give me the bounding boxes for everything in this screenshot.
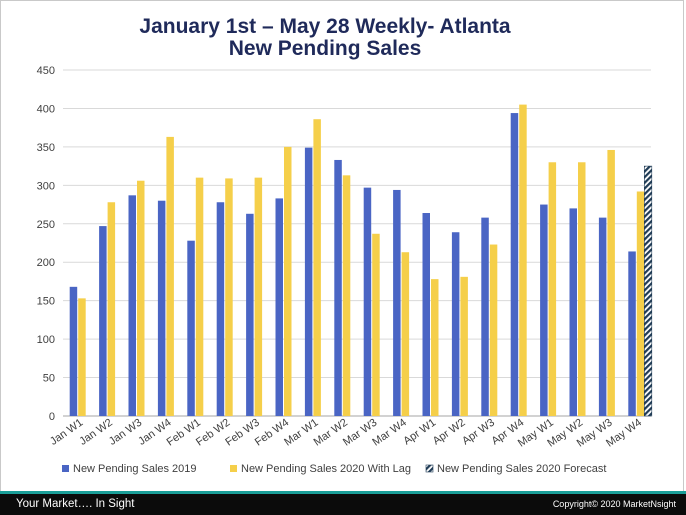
footer-copyright: Copyright© 2020 MarketNsight xyxy=(552,499,676,509)
bar-2019 xyxy=(246,213,254,416)
bar-2019 xyxy=(216,202,225,416)
chart-title-line-2: New Pending Sales xyxy=(228,37,422,60)
bar-2020-lag xyxy=(519,104,527,416)
y-tick-label: 250 xyxy=(37,219,55,231)
legend-item-2019-label: New Pending Sales 2019 xyxy=(73,463,197,475)
y-tick-label: 300 xyxy=(37,180,55,192)
chart-title: January 1st – May 28 Weekly- Atlanta New… xyxy=(0,16,650,60)
x-tick-label: Apr W2 xyxy=(431,417,468,448)
bar-2019 xyxy=(128,195,136,416)
x-tick-label: Apr W1 xyxy=(401,417,438,448)
bar-2020-lag xyxy=(342,175,351,416)
bar-2019 xyxy=(275,198,283,416)
bar-2019 xyxy=(157,200,166,416)
bar-2020-lag xyxy=(548,162,557,416)
bar-2020-forecast xyxy=(643,165,653,417)
bar-2020-lag xyxy=(607,149,615,416)
footer-tagline: Your Market…. In Sight xyxy=(16,498,135,510)
bar-2019 xyxy=(363,187,372,416)
y-tick-label: 150 xyxy=(37,296,55,308)
y-axis-tick-labels: 0 50 100 150 200 250 300 350 400 450 xyxy=(37,65,55,423)
y-tick-label: 450 xyxy=(37,65,55,77)
bar-2020-lag xyxy=(137,180,145,416)
bar-2019 xyxy=(187,240,195,416)
legend: New Pending Sales 2019 New Pending Sales … xyxy=(62,463,606,475)
bar-2020-lag xyxy=(254,177,263,416)
bar-2020-lag xyxy=(372,233,380,416)
chart-title-line-1: January 1st – May 28 Weekly- Atlanta xyxy=(139,15,511,38)
bar-2020-lag xyxy=(460,276,468,416)
legend-item-2020-lag-swatch xyxy=(230,465,237,472)
bar-2020-lag xyxy=(195,177,204,416)
bar-2019 xyxy=(422,213,430,416)
bar-2019 xyxy=(510,113,519,417)
x-tick-label: Apr W3 xyxy=(460,417,497,448)
bar-2020-lag xyxy=(225,178,233,416)
legend-item-2019-swatch xyxy=(62,465,69,472)
bar-2019 xyxy=(481,217,489,416)
bar-2020-lag xyxy=(636,191,645,416)
y-tick-label: 0 xyxy=(49,411,55,423)
bars xyxy=(69,104,653,417)
bar-2019 xyxy=(628,251,636,416)
bar-2019 xyxy=(393,189,401,416)
bar-2020-lag xyxy=(78,298,86,416)
y-tick-label: 350 xyxy=(37,142,55,154)
y-tick-label: 400 xyxy=(37,103,55,115)
bar-2019 xyxy=(69,286,78,416)
legend-item-2020-lag-label: New Pending Sales 2020 With Lag xyxy=(241,463,411,475)
bar-2019 xyxy=(598,217,607,416)
bar-2020-lag xyxy=(401,252,410,416)
bar-2019 xyxy=(304,147,313,416)
y-tick-label: 50 xyxy=(43,373,55,385)
bar-2020-lag xyxy=(166,136,174,417)
bar-2020-lag xyxy=(107,202,116,416)
footer-bar: Your Market…. In Sight Copyright© 2020 M… xyxy=(0,491,686,515)
bar-2019 xyxy=(99,226,107,416)
x-tick-label: Mar W4 xyxy=(370,417,408,449)
bar-2020-lag xyxy=(431,279,439,416)
bar-2020-lag xyxy=(284,146,292,416)
bar-2019 xyxy=(334,159,342,416)
bar-2019 xyxy=(451,232,460,416)
bar-2019 xyxy=(540,204,548,416)
gridlines xyxy=(63,69,651,417)
y-tick-label: 100 xyxy=(37,334,55,346)
bar-2019 xyxy=(569,208,577,416)
bar-2020-lag xyxy=(578,162,586,416)
legend-item-2020-forecast-label: New Pending Sales 2020 Forecast xyxy=(437,463,606,475)
bar-2020-lag xyxy=(489,244,498,416)
legend-item-2020-forecast-swatch xyxy=(425,464,434,473)
y-tick-label: 200 xyxy=(37,257,55,269)
bar-2020-lag xyxy=(313,119,321,416)
